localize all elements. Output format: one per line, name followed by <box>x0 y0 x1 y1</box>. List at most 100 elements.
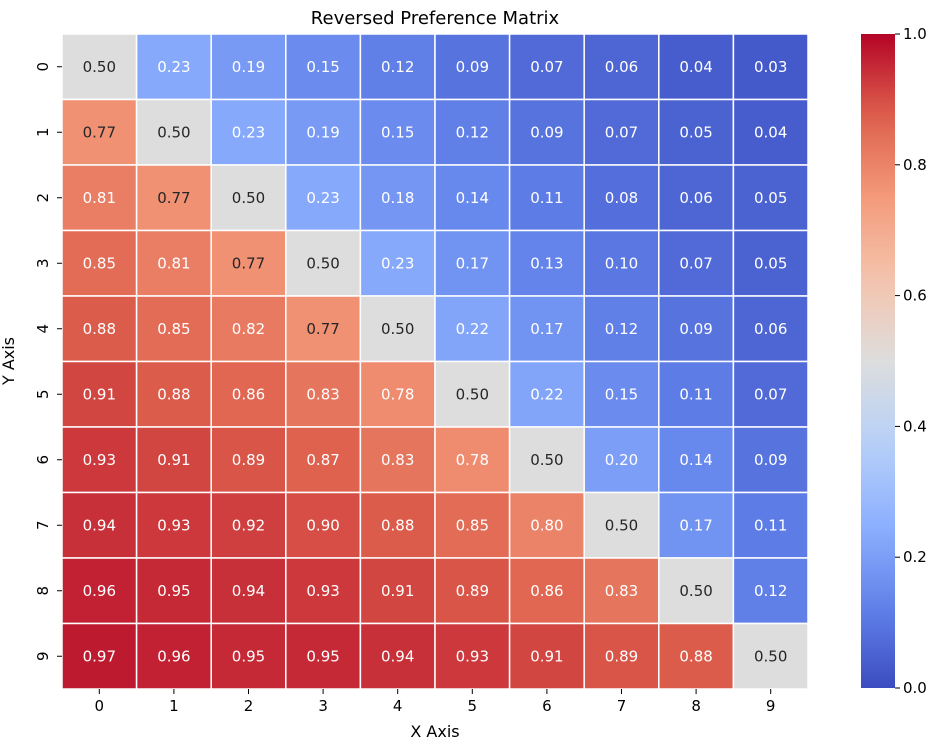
heatmap-cell <box>210 491 287 559</box>
x-tick-label: 9 <box>766 697 776 715</box>
heatmap-cell <box>434 360 511 428</box>
cell-value-label: 0.88 <box>679 647 712 665</box>
cell-value-label: 0.95 <box>232 647 265 665</box>
cell-value-label: 0.15 <box>605 385 638 403</box>
heatmap-cell <box>732 491 809 559</box>
cell-value-label: 0.07 <box>754 385 787 403</box>
heatmap-cell <box>732 33 809 101</box>
heatmap-cell <box>434 295 511 363</box>
cell-value-label: 0.11 <box>754 516 787 534</box>
y-tick-label: 2 <box>34 193 52 203</box>
heatmap-cell <box>732 557 809 625</box>
cell-value-label: 0.09 <box>679 320 712 338</box>
cell-value-label: 0.09 <box>530 123 563 141</box>
cell-value-label: 0.18 <box>381 189 414 207</box>
colorbar-tick-label: 0.4 <box>903 417 927 435</box>
colorbar-ticks: 0.0 0.2 0.4 0.6 0.8 1.0 <box>895 25 927 697</box>
heatmap-cell <box>61 33 138 101</box>
cell-value-label: 0.89 <box>456 582 489 600</box>
cell-value-label: 0.20 <box>605 451 638 469</box>
cell-value-label: 0.91 <box>530 647 563 665</box>
cell-value-label: 0.05 <box>679 123 712 141</box>
cell-value-label: 0.93 <box>456 647 489 665</box>
cell-value-label: 0.06 <box>679 189 712 207</box>
cell-value-label: 0.86 <box>232 385 265 403</box>
cell-value-label: 0.85 <box>83 254 116 272</box>
x-axis-label: X Axis <box>410 722 459 738</box>
cell-value-label: 0.23 <box>232 123 265 141</box>
y-tick-label: 1 <box>34 127 52 137</box>
x-axis-ticks: 0 1 2 3 4 5 6 7 8 9 <box>95 689 776 715</box>
heatmap-cell <box>210 164 287 232</box>
cell-value-label: 0.94 <box>83 516 116 534</box>
cell-value-label: 0.83 <box>381 451 414 469</box>
heatmap-cell <box>658 426 735 494</box>
cell-value-label: 0.10 <box>605 254 638 272</box>
cell-value-label: 0.08 <box>605 189 638 207</box>
cell-value-label: 0.50 <box>381 320 414 338</box>
heatmap-cell <box>135 98 212 166</box>
cell-value-label: 0.91 <box>381 582 414 600</box>
heatmap-cell <box>732 295 809 363</box>
cell-value-label: 0.50 <box>456 385 489 403</box>
cell-value-label: 0.22 <box>456 320 489 338</box>
heatmap-cell <box>583 491 660 559</box>
cell-value-label: 0.05 <box>754 189 787 207</box>
cell-value-label: 0.82 <box>232 320 265 338</box>
cell-value-label: 0.09 <box>754 451 787 469</box>
heatmap-cell <box>285 426 362 494</box>
heatmap-cell <box>135 164 212 232</box>
heatmap-cell <box>61 622 138 690</box>
cell-value-label: 0.90 <box>306 516 339 534</box>
heatmap-cell <box>732 426 809 494</box>
heatmap-cell <box>583 557 660 625</box>
cell-value-label: 0.23 <box>381 254 414 272</box>
heatmap-cell <box>658 360 735 428</box>
heatmap-cell <box>359 622 436 690</box>
heatmap-cell <box>434 491 511 559</box>
x-tick-label: 0 <box>95 697 105 715</box>
cell-value-label: 0.85 <box>157 320 190 338</box>
cell-value-label: 0.17 <box>456 254 489 272</box>
cell-value-label: 0.88 <box>381 516 414 534</box>
heatmap-cell <box>135 33 212 101</box>
cell-value-label: 0.11 <box>530 189 563 207</box>
x-tick-label: 1 <box>169 697 179 715</box>
cell-value-label: 0.13 <box>530 254 563 272</box>
cell-value-label: 0.06 <box>754 320 787 338</box>
heatmap-cell <box>658 622 735 690</box>
cell-value-label: 0.17 <box>679 516 712 534</box>
cell-value-label: 0.19 <box>306 123 339 141</box>
cell-value-label: 0.05 <box>754 254 787 272</box>
y-tick-label: 0 <box>34 62 52 72</box>
cell-value-label: 0.23 <box>306 189 339 207</box>
cell-value-label: 0.12 <box>754 582 787 600</box>
cell-value-label: 0.78 <box>381 385 414 403</box>
heatmap-cell <box>210 557 287 625</box>
cell-value-label: 0.17 <box>530 320 563 338</box>
heatmap-cell <box>658 164 735 232</box>
heatmap-cell <box>285 491 362 559</box>
heatmap-cell <box>732 164 809 232</box>
heatmap-cell-labels: 0.50 0.23 0.19 0.15 0.12 0.09 0.07 0.06 0.04 0.03… <box>83 58 788 666</box>
heatmap-cell <box>434 622 511 690</box>
heatmap-cell <box>732 98 809 166</box>
heatmap-cell <box>434 98 511 166</box>
cell-value-label: 0.83 <box>306 385 339 403</box>
cell-value-label: 0.81 <box>157 254 190 272</box>
cell-value-label: 0.85 <box>456 516 489 534</box>
heatmap-cell <box>61 360 138 428</box>
cell-value-label: 0.14 <box>679 451 712 469</box>
cell-value-label: 0.50 <box>306 254 339 272</box>
cell-value-label: 0.77 <box>232 254 265 272</box>
cell-value-label: 0.94 <box>232 582 265 600</box>
cell-value-label: 0.89 <box>232 451 265 469</box>
heatmap-cell <box>135 557 212 625</box>
cell-value-label: 0.50 <box>679 582 712 600</box>
cell-value-label: 0.83 <box>605 582 638 600</box>
heatmap-cell <box>508 491 585 559</box>
heatmap-cell <box>508 295 585 363</box>
cell-value-label: 0.95 <box>306 647 339 665</box>
cell-value-label: 0.12 <box>605 320 638 338</box>
